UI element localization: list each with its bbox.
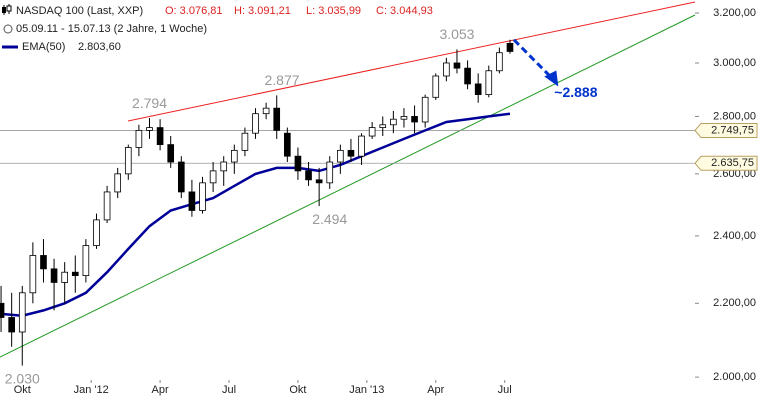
x-tick-label: Okt [14, 384, 31, 396]
x-tick-label: Jul [222, 384, 236, 396]
ema-legend-value: 2.803,60 [78, 41, 121, 53]
candle-body [273, 107, 281, 131]
candle-body [305, 170, 312, 181]
candle-body [135, 129, 143, 148]
candle-body [61, 271, 68, 283]
x-tick-label: Jan '12 [74, 384, 109, 396]
candle-body [506, 42, 514, 52]
candle-body [18, 292, 26, 333]
candle-body [485, 70, 493, 96]
annotation: 2.030 [5, 370, 40, 386]
candle-body [220, 161, 228, 172]
candle-body [421, 96, 429, 123]
candle-body [411, 116, 418, 123]
legend-title: NASDAQ 100 (Last, XXP) [16, 5, 143, 17]
candle-body [464, 67, 471, 85]
candle-body [199, 182, 206, 211]
y-tick-label: 2.000,00 [713, 371, 756, 383]
candle-body [40, 255, 47, 270]
candle-body [400, 116, 408, 120]
candle-body [262, 107, 270, 115]
candle-body [443, 62, 450, 77]
annotation: ~2.888 [554, 84, 597, 100]
candle-body [71, 271, 79, 277]
candle-body [103, 191, 111, 221]
resistance-line [127, 1, 696, 122]
x-tick-label: Jul [498, 384, 512, 396]
candle-body [8, 317, 15, 333]
x-tick-label: Okt [289, 384, 306, 396]
y-tick-label: 3.000,00 [713, 57, 756, 69]
candle-body [50, 268, 58, 283]
candle-body [432, 75, 440, 98]
candle-body [496, 52, 503, 72]
candle-body [294, 155, 302, 172]
candle-body [358, 135, 365, 157]
y-tick-label: 2.400,00 [713, 230, 756, 242]
level-tag [694, 155, 758, 171]
candle-body [474, 83, 482, 96]
candle-body [326, 161, 334, 184]
candle-body [93, 219, 100, 247]
ema-legend-name: EMA(50) [22, 41, 65, 53]
candle-body [0, 302, 5, 318]
x-tick-label: Apr [427, 384, 444, 396]
level-tag [694, 122, 758, 138]
x-tick-label: Jan '13 [349, 384, 384, 396]
legend-open: O: 3.076,81 [165, 5, 223, 17]
candle-icon [2, 4, 12, 15]
trendlines [0, 1, 696, 358]
candle-body [337, 149, 344, 163]
candle-body [252, 113, 259, 134]
annotation: 2.877 [265, 72, 300, 88]
level-label: 2.749,75 [711, 124, 754, 136]
forecast-arrow [512, 38, 554, 80]
y-tick-label: 2.200,00 [713, 297, 756, 309]
candle-body [146, 127, 153, 131]
x-tick-label: Apr [152, 384, 169, 396]
candle-body [368, 127, 376, 137]
support-line [0, 14, 696, 358]
candle-body [82, 245, 90, 277]
candle-body [177, 161, 185, 193]
legend-close: C: 3.044,93 [376, 5, 433, 17]
candle-body [453, 62, 461, 69]
level-label: 2.635,75 [711, 157, 754, 169]
ema-line [0, 112, 511, 317]
annotation: 2.794 [132, 95, 167, 111]
candle-body [390, 118, 397, 126]
candle-body [124, 147, 132, 175]
legend: NASDAQ 100 (Last, XXP) O: 3.076,81 H: 3.… [2, 4, 433, 53]
clock-icon [3, 24, 13, 34]
candle-body [284, 132, 291, 157]
legend-low: L: 3.035,99 [306, 5, 361, 17]
candle-body [379, 124, 387, 128]
candle-body [347, 149, 355, 157]
y-tick-label: 2.800,00 [713, 110, 756, 122]
candle-body [231, 149, 238, 163]
annotation: 3.053 [439, 26, 474, 42]
candle-body [29, 255, 37, 294]
legend-period: 05.09.11 - 15.07.13 (2 Jahre, 1 Woche) [16, 23, 207, 35]
candle-body [241, 132, 249, 151]
candle-body [209, 170, 217, 184]
candle-body [167, 144, 175, 163]
candle-body [188, 191, 196, 211]
forecast-arrowhead [544, 70, 559, 87]
candle-body [156, 127, 164, 146]
candle-body [315, 179, 323, 184]
legend-high: H: 3.091,21 [234, 5, 291, 17]
annotation: 2.494 [312, 211, 347, 227]
candle-body [114, 173, 122, 193]
y-tick-label: 3.200,00 [713, 7, 756, 19]
